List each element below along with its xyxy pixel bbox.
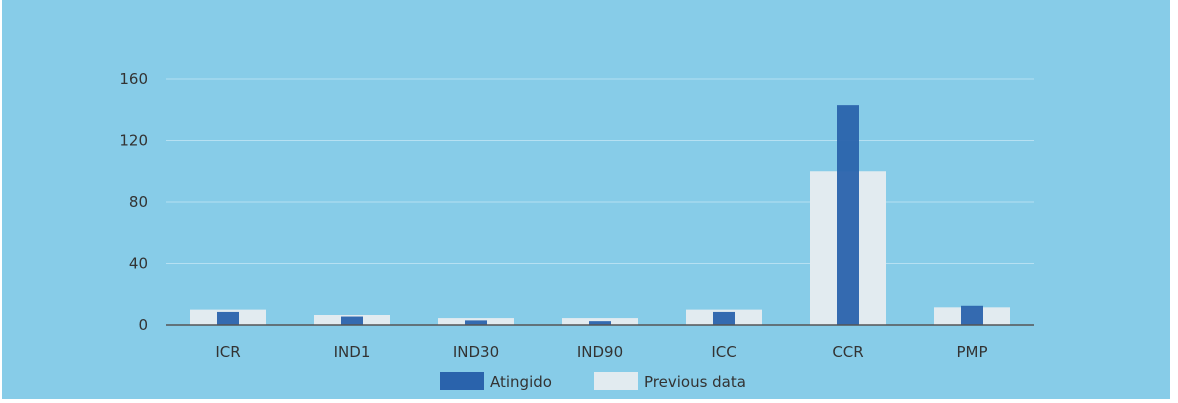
- bar-atingido-ind1: [341, 316, 363, 325]
- bar-atingido-icr: [217, 311, 239, 325]
- x-tick-label: ICC: [711, 343, 736, 361]
- y-tick-label: 40: [129, 255, 148, 273]
- y-tick-label: 160: [119, 70, 148, 88]
- x-tick-label: IND30: [453, 343, 499, 361]
- bar-atingido-ind90: [589, 321, 611, 325]
- y-tick-label: 120: [119, 132, 148, 150]
- x-tick-label: ICR: [215, 343, 240, 361]
- legend-label-previous: Previous data: [644, 373, 746, 391]
- x-tick-label: IND1: [334, 343, 371, 361]
- legend-swatch-atingido: [440, 372, 484, 390]
- bar-atingido-ccr: [837, 105, 859, 325]
- legend-label-atingido: Atingido: [490, 373, 552, 391]
- x-tick-label: CCR: [832, 343, 863, 361]
- x-tick-label: IND90: [577, 343, 623, 361]
- bar-atingido-ind30: [465, 320, 487, 325]
- y-tick-label: 80: [129, 193, 148, 211]
- bar-atingido-pmp: [961, 305, 983, 325]
- x-tick-label: PMP: [956, 343, 987, 361]
- y-tick-label: 0: [138, 316, 148, 334]
- bar-atingido-icc: [713, 311, 735, 325]
- legend-swatch-previous: [594, 372, 638, 390]
